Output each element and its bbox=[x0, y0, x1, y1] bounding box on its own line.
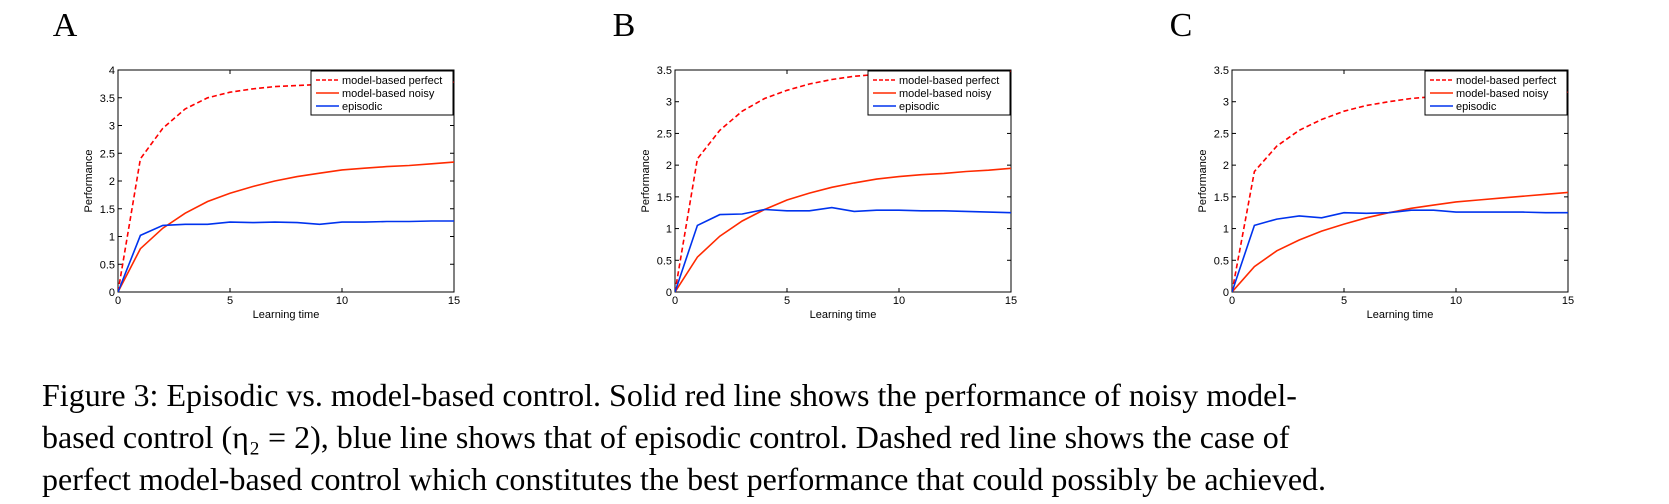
y-tick-label: 2 bbox=[109, 176, 115, 188]
legend-label: episodic bbox=[342, 101, 383, 113]
y-tick-label: 0 bbox=[666, 287, 672, 299]
x-tick-label: 15 bbox=[1005, 295, 1017, 307]
y-tick-label: 1 bbox=[109, 232, 115, 244]
x-tick-label: 10 bbox=[336, 295, 348, 307]
y-tick-label: 0.5 bbox=[1214, 255, 1229, 267]
legend-label: episodic bbox=[899, 101, 940, 113]
y-tick-label: 1 bbox=[1223, 224, 1229, 236]
series-line-episodic bbox=[1232, 209, 1568, 292]
x-tick-label: 0 bbox=[1229, 295, 1235, 307]
y-tick-label: 3.5 bbox=[1214, 65, 1229, 77]
y-tick-label: 2.5 bbox=[1214, 128, 1229, 140]
legend-label: model-based perfect bbox=[899, 75, 999, 87]
x-tick-label: 10 bbox=[893, 295, 905, 307]
plot-frame bbox=[674, 69, 1012, 293]
x-axis-label: Learning time bbox=[810, 309, 877, 321]
series-line-model-based-noisy bbox=[118, 161, 454, 292]
legend-label: model-based noisy bbox=[1456, 88, 1549, 100]
series-line-episodic bbox=[675, 206, 1011, 292]
x-tick-label: 15 bbox=[1562, 295, 1574, 307]
y-tick-label: 4 bbox=[109, 65, 115, 77]
legend-label: model-based perfect bbox=[1456, 75, 1556, 87]
panel-b: B 0 5 10 15 0 0.5 1 1.5 2 2.5 3 3.5 Learning time Perf… bbox=[613, 7, 1017, 321]
series-line-model-based-perfect bbox=[1232, 91, 1568, 292]
legend-box bbox=[867, 70, 1011, 116]
y-tick-label: 2 bbox=[666, 160, 672, 172]
y-tick-label: 1.5 bbox=[1214, 192, 1229, 204]
legend-label: model-based noisy bbox=[899, 88, 992, 100]
figure-caption: Figure 3: Episodic vs. model-based contr… bbox=[42, 374, 1642, 500]
x-tick-label: 5 bbox=[784, 295, 790, 307]
y-tick-label: 3.5 bbox=[100, 93, 115, 105]
y-tick-label: 0.5 bbox=[657, 255, 672, 267]
y-tick-label: 2 bbox=[1223, 160, 1229, 172]
series-line-model-based-noisy bbox=[1232, 191, 1568, 292]
panel-letter: C bbox=[1170, 7, 1193, 44]
x-tick-label: 15 bbox=[448, 295, 460, 307]
caption-line-1: Figure 3: Episodic vs. model-based contr… bbox=[42, 377, 1297, 413]
y-axis-label: Performance bbox=[1197, 150, 1209, 213]
x-tick-label: 5 bbox=[1341, 295, 1347, 307]
y-axis-label: Performance bbox=[640, 150, 652, 213]
x-tick-label: 0 bbox=[672, 295, 678, 307]
legend-label: model-based noisy bbox=[342, 88, 435, 100]
y-tick-label: 0.5 bbox=[100, 259, 115, 271]
y-tick-label: 3 bbox=[666, 97, 672, 109]
y-tick-label: 1 bbox=[666, 224, 672, 236]
x-tick-label: 10 bbox=[1450, 295, 1462, 307]
x-tick-label: 0 bbox=[115, 295, 121, 307]
y-tick-label: 1.5 bbox=[100, 204, 115, 216]
y-tick-label: 3 bbox=[1223, 97, 1229, 109]
panel-letter: A bbox=[53, 7, 78, 44]
plot-frame bbox=[1231, 69, 1569, 293]
legend-label: episodic bbox=[1456, 101, 1497, 113]
y-tick-label: 3.5 bbox=[657, 65, 672, 77]
series-line-model-based-noisy bbox=[675, 167, 1011, 292]
x-axis-label: Learning time bbox=[253, 309, 320, 321]
x-axis-label: Learning time bbox=[1367, 309, 1434, 321]
y-tick-label: 0 bbox=[1223, 287, 1229, 299]
caption-line-2: based control (η₂ = 2), blue line shows … bbox=[42, 419, 1290, 455]
panel-a: A 0 5 10 15 0 0.5 1 1.5 2 2.5 3 3.5 4 Learning time Per… bbox=[53, 7, 460, 321]
caption-line-3: perfect model-based control which consti… bbox=[42, 461, 1327, 497]
panel-c: C 0 5 10 15 0 0.5 1 1.5 2 2.5 3 3.5 Learning time Perf… bbox=[1170, 7, 1574, 321]
x-tick-label: 5 bbox=[227, 295, 233, 307]
legend-label: model-based perfect bbox=[342, 75, 442, 87]
y-tick-label: 2.5 bbox=[100, 148, 115, 160]
y-tick-label: 3 bbox=[109, 121, 115, 133]
y-tick-label: 0 bbox=[109, 287, 115, 299]
series-line-episodic bbox=[118, 220, 454, 292]
y-tick-label: 2.5 bbox=[657, 128, 672, 140]
y-tick-label: 1.5 bbox=[657, 192, 672, 204]
panel-letter: B bbox=[613, 7, 636, 44]
y-axis-label: Performance bbox=[83, 150, 95, 213]
